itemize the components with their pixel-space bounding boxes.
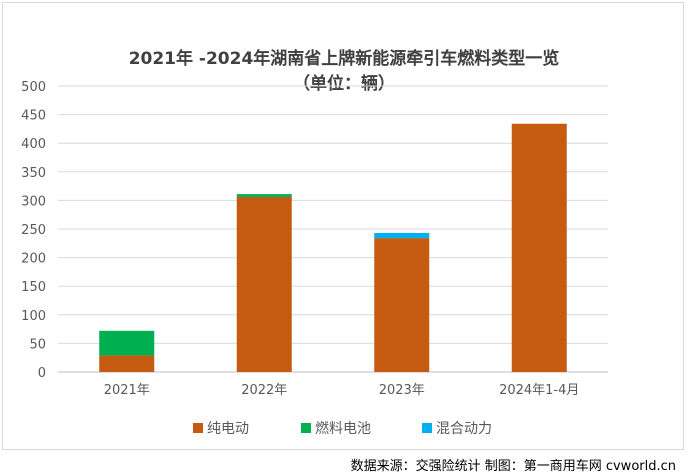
y-tick-label: 500	[21, 80, 46, 95]
source-credit: 数据来源：交强险统计 制图：第一商用车网 cvworld.cn	[350, 459, 676, 474]
bar-segment	[374, 238, 430, 372]
y-tick-label: 350	[21, 166, 46, 181]
legend-label: 纯电动	[207, 421, 249, 437]
y-tick-label: 200	[21, 252, 46, 267]
legend-label: 混合动力	[436, 421, 492, 437]
x-tick-label: 2024年1-4月	[499, 383, 579, 398]
legend-label: 燃料电池	[315, 420, 371, 437]
x-tick-label: 2023年	[379, 383, 425, 398]
y-tick-label: 100	[21, 309, 46, 324]
bar-segment	[99, 330, 155, 356]
x-axis-ticks: 2021年 2022年 2023年 2024年1-4月	[104, 383, 580, 398]
y-tick-label: 150	[21, 280, 46, 295]
x-tick-label: 2022年	[241, 383, 287, 398]
bar-segment	[374, 233, 430, 239]
bars	[99, 123, 567, 372]
legend-swatch	[193, 423, 203, 433]
y-tick-label: 50	[29, 337, 46, 352]
chart-subtitle: （单位：辆）	[293, 74, 395, 94]
bar-segment	[236, 194, 292, 197]
y-tick-label: 450	[21, 109, 46, 124]
chart-frame	[2, 2, 684, 450]
bar-segment	[511, 123, 567, 372]
legend: 纯电动 燃料电池 混合动力	[193, 420, 492, 437]
y-axis-ticks: 0 50 100 150 200 250 300 350 400 450 500	[21, 80, 46, 381]
legend-swatch	[301, 423, 311, 433]
y-tick-label: 300	[21, 194, 46, 209]
y-tick-label: 0	[38, 366, 46, 381]
bar-segment	[99, 355, 155, 372]
bar-segment	[236, 196, 292, 372]
chart-title: 2021年 -2024年湖南省上牌新能源牵引车燃料类型一览	[128, 49, 560, 69]
y-tick-label: 400	[21, 137, 46, 152]
legend-swatch	[422, 423, 432, 433]
y-tick-label: 250	[21, 223, 46, 238]
x-tick-label: 2021年	[104, 383, 150, 398]
